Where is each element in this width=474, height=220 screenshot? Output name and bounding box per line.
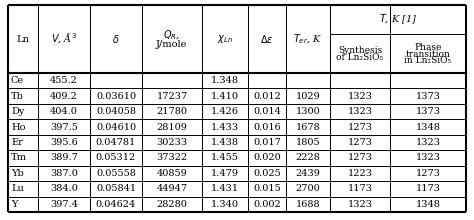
Text: 1323: 1323: [416, 138, 440, 147]
Text: 1.455: 1.455: [211, 153, 239, 162]
Text: 44947: 44947: [156, 184, 188, 193]
Text: 387.0: 387.0: [50, 169, 78, 178]
Text: 0.014: 0.014: [253, 107, 281, 116]
Text: 17237: 17237: [156, 92, 188, 101]
Text: 2439: 2439: [296, 169, 320, 178]
Text: Y: Y: [11, 200, 18, 209]
Text: 0.015: 0.015: [253, 184, 281, 193]
Text: 1.433: 1.433: [211, 123, 239, 132]
Text: $Q_R$,: $Q_R$,: [164, 28, 181, 42]
Text: Dy: Dy: [11, 107, 24, 116]
Text: 1.479: 1.479: [211, 169, 239, 178]
Text: 0.04610: 0.04610: [96, 123, 136, 132]
Text: 1688: 1688: [296, 200, 320, 209]
Text: 1323: 1323: [347, 200, 373, 209]
Text: 1323: 1323: [416, 153, 440, 162]
Text: 0.025: 0.025: [253, 169, 281, 178]
Text: Ln: Ln: [17, 35, 29, 44]
Text: Synthesis: Synthesis: [338, 46, 382, 55]
Text: 1029: 1029: [296, 92, 320, 101]
Text: 1273: 1273: [347, 153, 373, 162]
Text: 0.05558: 0.05558: [96, 169, 136, 178]
Text: 2700: 2700: [296, 184, 320, 193]
Text: $\chi_{Ln}$: $\chi_{Ln}$: [217, 33, 233, 45]
Text: 409.2: 409.2: [50, 92, 78, 101]
Text: 395.6: 395.6: [50, 138, 78, 147]
Text: 1173: 1173: [416, 184, 440, 193]
Text: Ce: Ce: [11, 76, 24, 85]
Text: 1273: 1273: [347, 123, 373, 132]
Text: 0.04624: 0.04624: [96, 200, 136, 209]
Text: J/mole: J/mole: [156, 40, 188, 48]
Text: 28109: 28109: [156, 123, 187, 132]
Text: of Ln₂SiO₅: of Ln₂SiO₅: [337, 53, 383, 62]
Text: 1273: 1273: [347, 138, 373, 147]
Text: $\Delta\varepsilon$: $\Delta\varepsilon$: [260, 33, 274, 45]
Text: Tm: Tm: [11, 153, 27, 162]
Text: $T_{er}$, K: $T_{er}$, K: [293, 32, 323, 46]
Text: 1.438: 1.438: [211, 138, 239, 147]
Text: 0.03610: 0.03610: [96, 92, 136, 101]
Text: 1223: 1223: [347, 169, 373, 178]
Text: Yb: Yb: [11, 169, 24, 178]
Text: 0.017: 0.017: [253, 138, 281, 147]
Text: 1323: 1323: [347, 92, 373, 101]
Text: 1348: 1348: [416, 123, 440, 132]
Text: 1805: 1805: [296, 138, 320, 147]
Text: 455.2: 455.2: [50, 76, 78, 85]
Text: 28280: 28280: [156, 200, 187, 209]
Text: 1.426: 1.426: [211, 107, 239, 116]
Text: 0.012: 0.012: [253, 92, 281, 101]
Text: 0.04781: 0.04781: [96, 138, 136, 147]
Text: $\delta$: $\delta$: [112, 33, 120, 45]
Text: 1.340: 1.340: [211, 200, 239, 209]
Text: 1323: 1323: [347, 107, 373, 116]
Text: Er: Er: [11, 138, 23, 147]
Text: 40859: 40859: [156, 169, 187, 178]
Text: 1273: 1273: [416, 169, 440, 178]
Text: 0.05312: 0.05312: [96, 153, 136, 162]
Text: 404.0: 404.0: [50, 107, 78, 116]
Text: 389.7: 389.7: [50, 153, 78, 162]
Text: 1300: 1300: [296, 107, 320, 116]
Text: 0.020: 0.020: [253, 153, 281, 162]
Text: 397.5: 397.5: [50, 123, 78, 132]
Text: $V$, Å$^3$: $V$, Å$^3$: [51, 32, 77, 46]
Text: 0.05841: 0.05841: [96, 184, 136, 193]
Text: 397.4: 397.4: [50, 200, 78, 209]
Text: 37322: 37322: [156, 153, 188, 162]
Text: 1678: 1678: [296, 123, 320, 132]
Text: $T$, K [1]: $T$, K [1]: [379, 13, 417, 26]
Text: 1.410: 1.410: [211, 92, 239, 101]
Text: 30233: 30233: [156, 138, 188, 147]
Text: 1373: 1373: [416, 92, 440, 101]
Text: 21780: 21780: [156, 107, 188, 116]
Text: 384.0: 384.0: [50, 184, 78, 193]
Text: 1.431: 1.431: [211, 184, 239, 193]
Text: 0.04058: 0.04058: [96, 107, 136, 116]
Text: 0.002: 0.002: [253, 200, 281, 209]
Text: 1348: 1348: [416, 200, 440, 209]
Text: in Ln₂SiO₅: in Ln₂SiO₅: [404, 56, 452, 65]
Text: Ho: Ho: [11, 123, 26, 132]
Text: Tb: Tb: [11, 92, 24, 101]
Text: 1173: 1173: [347, 184, 373, 193]
Text: Phase: Phase: [414, 43, 442, 52]
Text: 1.348: 1.348: [211, 76, 239, 85]
Text: Lu: Lu: [11, 184, 24, 193]
Text: 0.016: 0.016: [253, 123, 281, 132]
Text: transition: transition: [406, 50, 450, 59]
Text: 2228: 2228: [296, 153, 320, 162]
Text: 1373: 1373: [416, 107, 440, 116]
